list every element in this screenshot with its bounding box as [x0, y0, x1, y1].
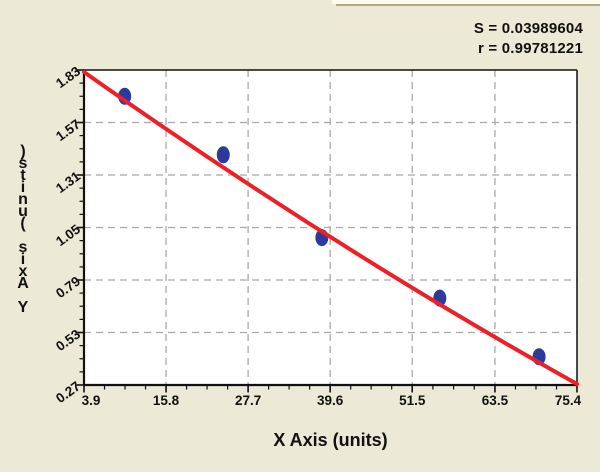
x-axis-title: X Axis (units): [273, 430, 388, 450]
x-tick-label: 39.6: [317, 393, 344, 408]
x-tick-label: 3.9: [81, 393, 101, 408]
data-point: [216, 146, 230, 164]
stat-s-value: S = 0.03989604: [473, 20, 583, 37]
x-tick-label: 51.5: [399, 393, 426, 408]
stat-r-value: r = 0.99781221: [478, 40, 583, 57]
y-axis-title-char: s: [18, 155, 28, 172]
y-axis-title-char: n: [18, 191, 28, 208]
x-tick-label: 63.5: [481, 393, 509, 408]
y-axis-title-char: t: [20, 167, 26, 184]
fit-line: [82, 70, 579, 386]
y-axis-title-char: i: [20, 251, 26, 268]
y-axis-title-char: Y: [17, 299, 29, 316]
y-axis-title-char: ): [20, 143, 26, 160]
x-tick-label: 27.7: [234, 393, 262, 408]
y-axis-title-char: u: [18, 203, 28, 220]
y-axis-title-char: A: [17, 275, 29, 292]
top-edge-highlight: [332, 0, 600, 4]
top-edge-line: [336, 4, 600, 6]
y-axis-title-char: (: [20, 215, 26, 232]
y-axis-title-char: i: [20, 179, 26, 196]
x-tick-label: 15.8: [152, 393, 180, 408]
fit-statistics: S = 0.03989604 r = 0.99781221: [474, 19, 583, 59]
x-tick-label: 75.4: [554, 393, 582, 408]
y-axis-title-char: s: [18, 239, 28, 256]
y-axis-title-char: x: [18, 263, 28, 280]
